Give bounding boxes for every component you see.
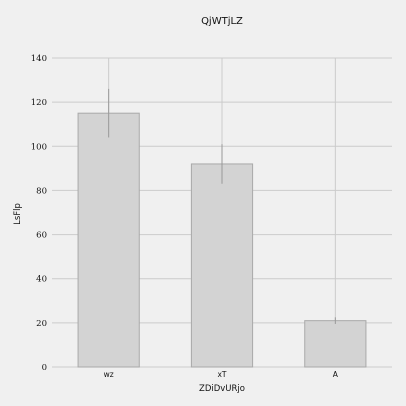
y-tick-labels: 0 20 40 60 80 100 120 140 <box>31 54 47 373</box>
error-bars <box>108 88 336 324</box>
x-axis-title: ZDiDvURjo <box>199 384 245 394</box>
bar-xT <box>190 163 254 368</box>
y-tick-label: 40 <box>36 275 47 285</box>
y-tick-label: 20 <box>36 319 47 329</box>
bars <box>77 112 367 368</box>
x-tick-label: xT <box>217 370 226 379</box>
y-tick-label: 100 <box>31 142 47 152</box>
y-axis-title: LsFlp <box>13 203 23 225</box>
x-tick-label: A <box>333 370 339 379</box>
y-tick-label: 120 <box>31 98 47 108</box>
bar-A <box>304 320 367 368</box>
y-tick-label: 80 <box>36 186 47 196</box>
y-tick-label: 0 <box>42 363 47 373</box>
x-tick-labels: wz xT A <box>104 370 339 379</box>
y-tick-label: 60 <box>36 231 47 241</box>
y-tick-label: 140 <box>31 54 47 64</box>
chart-title: QjWTjLZ <box>201 16 243 27</box>
bar-wz <box>77 112 140 368</box>
x-tick-label: wz <box>104 370 114 379</box>
